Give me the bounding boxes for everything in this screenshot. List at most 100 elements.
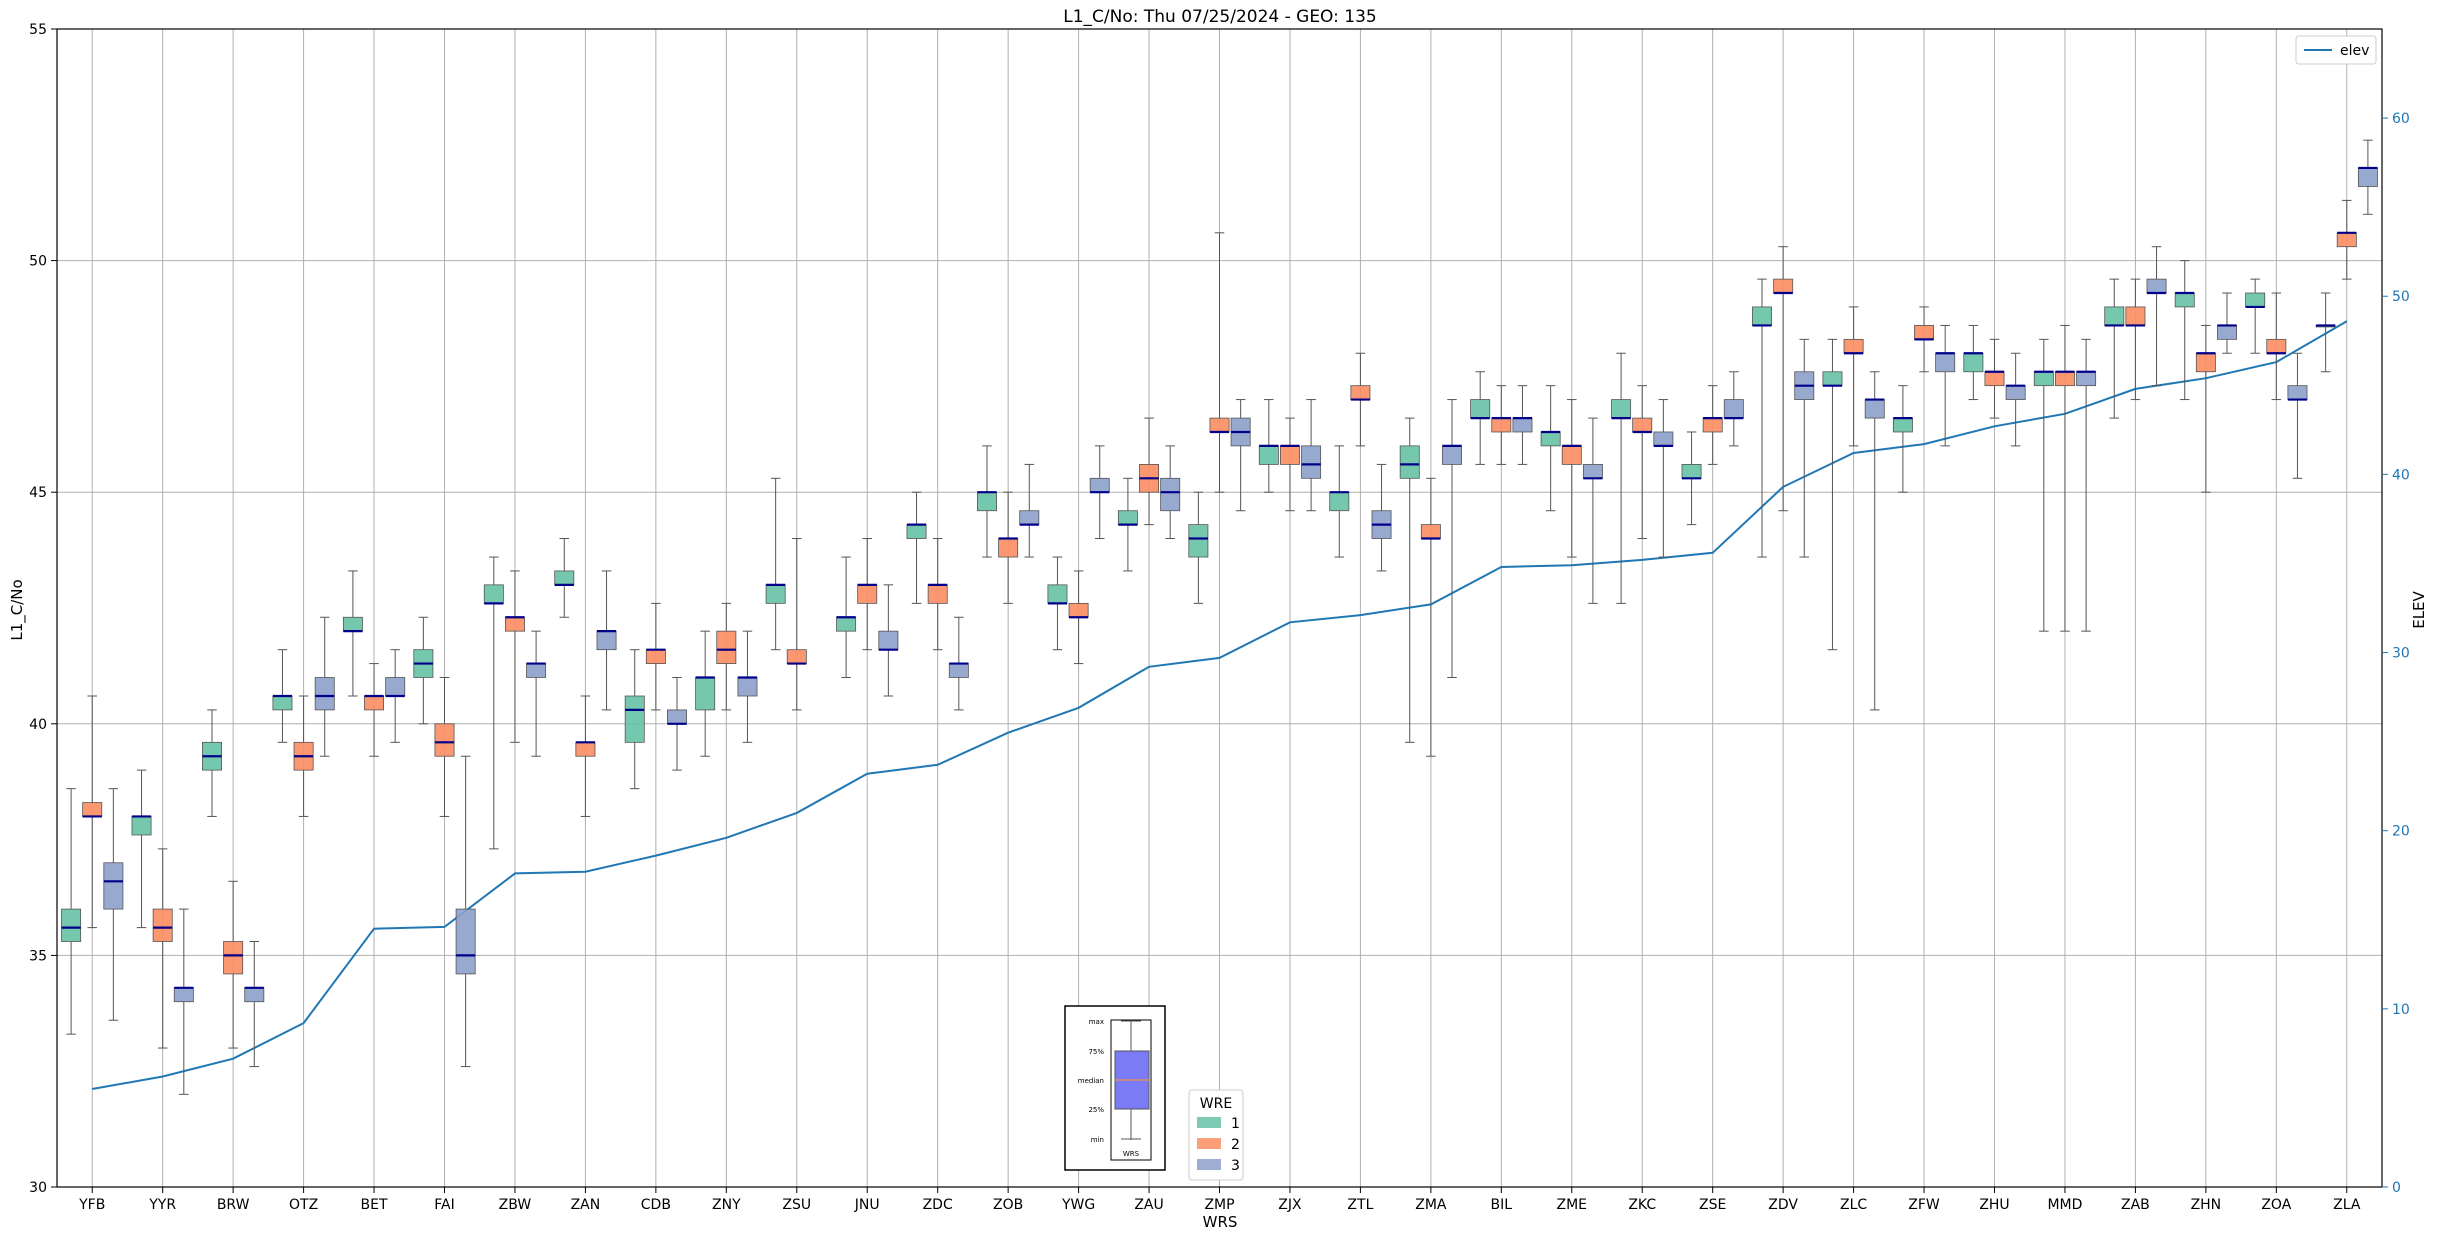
box-iqr (455, 908, 476, 975)
box-YFB-3 (103, 788, 124, 1021)
box-iqr (2245, 292, 2266, 308)
inset-label-25: 25% (1088, 1106, 1104, 1114)
x-tick-label: ZAU (1134, 1197, 1163, 1213)
box-iqr (737, 677, 758, 697)
box-BET-1 (342, 570, 363, 697)
y2-tick-label: 40 (2392, 467, 2410, 483)
box-iqr (1117, 510, 1138, 526)
box-iqr (526, 663, 547, 678)
box-iqr (2125, 306, 2146, 326)
box-iqr (1864, 399, 1885, 419)
box-YFB-1 (61, 788, 82, 1035)
x-tick-label: ZDC (923, 1197, 953, 1213)
box-ZNY-3 (737, 630, 758, 743)
box-iqr (61, 908, 82, 942)
box-iqr (131, 816, 152, 836)
box-ZMP-3 (1230, 399, 1251, 512)
box-ZLA-1 (2315, 292, 2336, 373)
box-ZHU-3 (2005, 352, 2026, 447)
box-iqr (2054, 371, 2075, 387)
box-iqr (2104, 306, 2125, 326)
box-iqr (1723, 399, 1744, 419)
box-iqr (716, 630, 737, 664)
box-iqr (1420, 524, 1441, 539)
box-iqr (2195, 352, 2216, 373)
box-ZSE-3 (1723, 371, 1744, 447)
x-tick-label: BRW (217, 1197, 250, 1213)
box-MMD-3 (2076, 338, 2097, 632)
box-iqr (2266, 338, 2287, 354)
box-BIL-3 (1512, 385, 1533, 465)
box-MMD-2 (2054, 324, 2075, 632)
x-tick-label: BET (361, 1197, 388, 1213)
x-tick-label: ZNY (712, 1197, 741, 1213)
chart-title: L1_C/No: Thu 07/25/2024 - GEO: 135 (1063, 7, 1376, 27)
wre-legend-swatch-2 (1197, 1138, 1221, 1149)
box-ZKC-2 (1632, 385, 1653, 540)
box-ZHN-1 (2174, 260, 2195, 401)
box-YFB-2 (82, 695, 103, 929)
wre-legend-label-3: 3 (1231, 1158, 1240, 1174)
box-iqr (2357, 167, 2378, 187)
box-iqr (1470, 399, 1491, 419)
box-YWG-2 (1068, 570, 1089, 665)
box-iqr (575, 741, 596, 757)
x-tick-label: ZSE (1699, 1197, 1726, 1213)
box-ZDV-3 (1794, 338, 1815, 558)
box-ZDC-1 (906, 491, 927, 604)
box-ZLC-2 (1843, 306, 1864, 447)
box-iqr (1963, 352, 1984, 373)
y-tick-label: 45 (29, 485, 47, 501)
x-tick-label: CDB (641, 1197, 671, 1213)
box-iqr (906, 524, 927, 539)
box-iqr (2146, 278, 2167, 294)
box-ZMA-3 (1442, 399, 1462, 678)
box-OTZ-3 (314, 616, 335, 757)
box-iqr (1892, 417, 1913, 433)
box-ZAB-1 (2104, 278, 2125, 419)
box-ZFW-2 (1914, 306, 1935, 373)
x-tick-label: ZTL (1347, 1197, 1373, 1213)
box-iqr (1582, 464, 1603, 479)
y2-tick-label: 50 (2392, 289, 2410, 305)
box-ZAU-2 (1139, 417, 1160, 526)
box-CDB-3 (667, 676, 687, 771)
y-tick-label: 55 (29, 22, 47, 38)
box-iqr (152, 908, 173, 942)
box-BIL-1 (1470, 371, 1491, 465)
box-iqr (1914, 325, 1935, 340)
box-iqr (1512, 417, 1533, 433)
box-YWG-1 (1047, 556, 1068, 651)
box-ZTL-3 (1371, 463, 1392, 572)
box-iqr (1843, 338, 1864, 354)
x-tick-label: ZHU (1979, 1197, 2009, 1213)
box-iqr (1350, 385, 1371, 400)
box-ZJX-2 (1279, 417, 1300, 512)
box-ZKC-1 (1611, 352, 1632, 604)
box-ZSU-2 (786, 538, 807, 711)
box-iqr (836, 616, 857, 632)
box-ZOB-2 (998, 491, 1019, 604)
box-FAI-1 (413, 616, 434, 725)
box-ZAB-3 (2146, 246, 2167, 387)
x-tick-label: ZAB (2121, 1197, 2150, 1213)
box-iqr (2174, 292, 2195, 308)
box-CDB-2 (645, 602, 666, 711)
box-JNU-2 (857, 538, 878, 651)
x-tick-label: ZJX (1278, 1197, 1302, 1213)
box-iqr (1279, 445, 1300, 465)
box-ZMP-2 (1209, 232, 1230, 493)
box-iqr (1160, 477, 1181, 512)
box-iqr (1540, 431, 1561, 447)
y-tick-label: 50 (29, 254, 47, 270)
box-YYR-3 (173, 908, 194, 1095)
box-ZHN-3 (2217, 292, 2237, 354)
box-iqr (857, 584, 878, 604)
box-JNU-3 (878, 584, 899, 697)
box-ZMA-2 (1420, 477, 1441, 757)
box-iqr (2033, 371, 2054, 387)
elev-legend-label: elev (2340, 43, 2369, 59)
box-iqr (364, 695, 385, 711)
box-iqr (765, 584, 786, 604)
